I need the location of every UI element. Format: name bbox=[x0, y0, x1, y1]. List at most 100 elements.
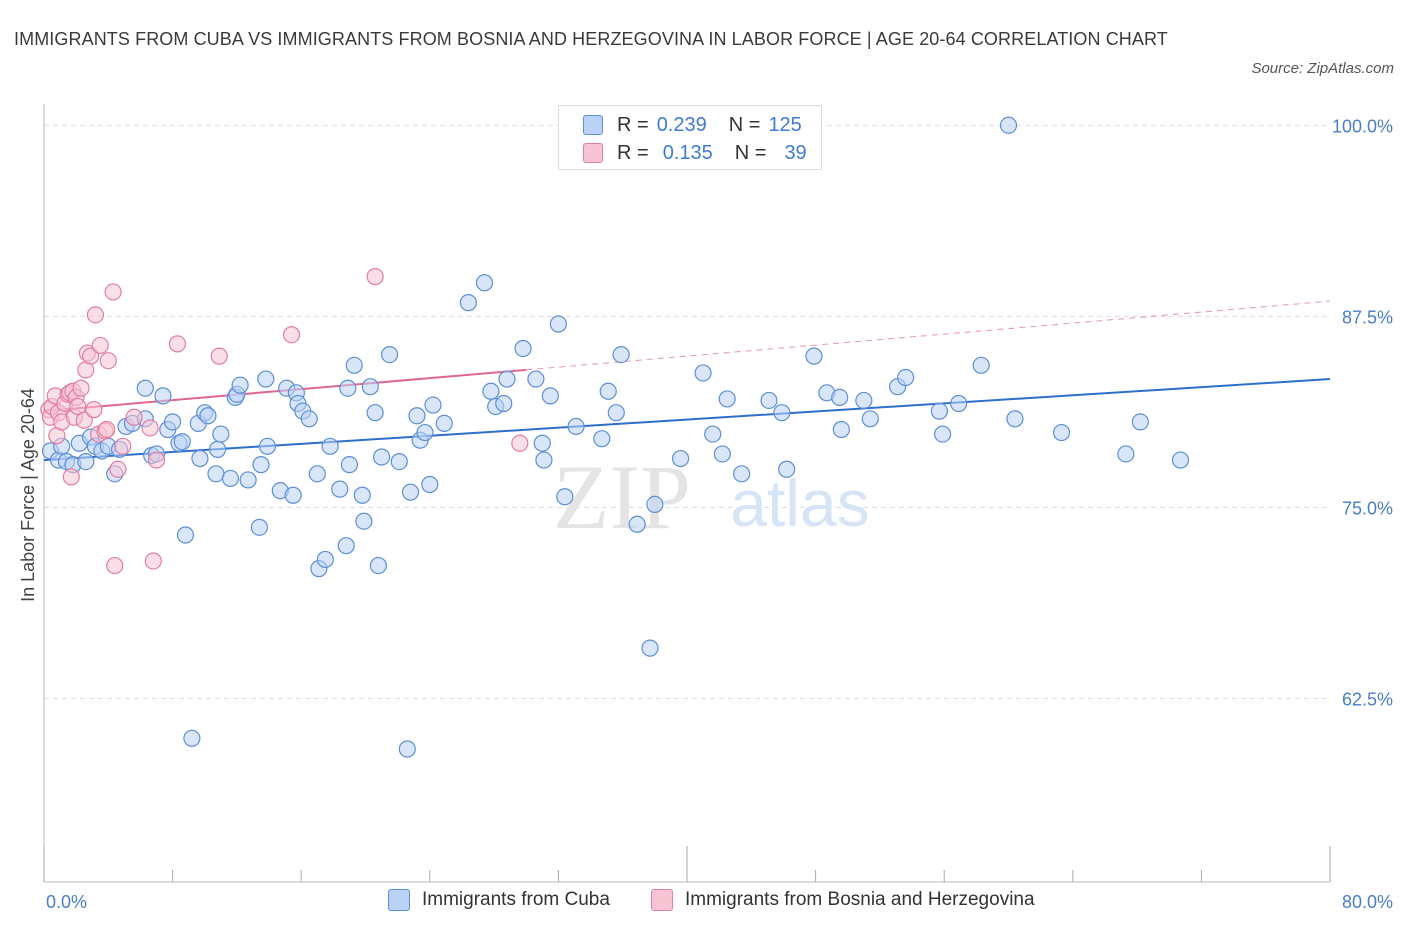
data-point-cuba bbox=[164, 413, 182, 431]
legend-n-label: N = bbox=[728, 113, 761, 136]
data-point-bosnia bbox=[69, 397, 87, 416]
data-point-cuba bbox=[533, 434, 551, 452]
series-legend: Immigrants from Cuba Immigrants from Bos… bbox=[0, 889, 1406, 915]
data-point-bosnia bbox=[168, 335, 187, 353]
data-point-bosnia bbox=[75, 411, 93, 429]
y-axis-label: In Labor Force | Age 20-64 bbox=[18, 388, 38, 602]
data-point-cuba bbox=[361, 378, 379, 396]
data-point-cuba bbox=[972, 356, 990, 374]
data-point-cuba bbox=[250, 518, 269, 536]
tick-labels: 62.5% 75.0% 87.5% 100.0% 0.0% 80.0% bbox=[46, 116, 1393, 912]
data-point-cuba bbox=[154, 387, 172, 405]
data-point-cuba bbox=[340, 456, 359, 474]
legend-swatch-bosnia bbox=[651, 889, 673, 911]
data-point-bosnia bbox=[82, 347, 100, 365]
data-point-cuba bbox=[671, 449, 690, 468]
legend-item-cuba[interactable]: Immigrants from Cuba bbox=[388, 889, 610, 911]
legend-n-label: N = bbox=[734, 141, 767, 164]
watermark-atlas: atlas bbox=[730, 466, 869, 540]
data-point-bosnia bbox=[366, 268, 384, 286]
data-point-cuba bbox=[760, 391, 778, 410]
data-point-cuba bbox=[183, 729, 201, 747]
data-point-cuba bbox=[950, 394, 968, 413]
x-tick-label: 0.0% bbox=[46, 892, 87, 912]
data-point-cuba bbox=[1131, 413, 1149, 431]
data-point-cuba bbox=[832, 420, 850, 439]
legend-swatch-cuba bbox=[583, 115, 603, 135]
data-point-bosnia bbox=[147, 451, 166, 469]
data-point-cuba bbox=[321, 437, 339, 455]
data-point-cuba bbox=[1117, 445, 1135, 463]
data-point-cuba bbox=[628, 515, 646, 533]
data-point-cuba bbox=[514, 339, 532, 358]
data-point-cuba bbox=[475, 274, 494, 292]
data-point-cuba bbox=[209, 440, 227, 458]
data-point-cuba bbox=[372, 448, 391, 466]
stats-legend: R = 0.239 N = 125 R = 0.135 N = 39 bbox=[558, 105, 822, 170]
data-point-cuba bbox=[199, 407, 217, 425]
data-point-cuba bbox=[593, 430, 611, 448]
data-point-bosnia bbox=[72, 379, 90, 397]
data-point-cuba bbox=[366, 404, 384, 422]
data-point-cuba bbox=[308, 465, 326, 483]
data-point-cuba bbox=[718, 390, 736, 408]
data-point-cuba bbox=[612, 345, 630, 364]
data-point-cuba bbox=[136, 379, 154, 397]
data-point-cuba bbox=[435, 414, 453, 432]
data-point-cuba bbox=[369, 556, 387, 575]
data-point-cuba bbox=[421, 475, 439, 494]
data-point-cuba bbox=[176, 526, 195, 544]
data-point-cuba bbox=[207, 465, 225, 483]
data-point-cuba bbox=[173, 433, 191, 451]
y-tick-label: 87.5% bbox=[1342, 307, 1393, 327]
series-bosnia-points bbox=[40, 268, 529, 575]
data-point-cuba bbox=[495, 394, 513, 413]
y-tick-label: 75.0% bbox=[1342, 498, 1393, 518]
data-point-cuba bbox=[541, 387, 559, 405]
data-point-cuba bbox=[316, 550, 334, 569]
data-point-cuba bbox=[353, 486, 371, 504]
data-point-cuba bbox=[355, 512, 373, 530]
data-point-cuba bbox=[861, 410, 879, 428]
data-point-cuba bbox=[459, 294, 477, 312]
data-point-cuba bbox=[345, 356, 363, 374]
data-point-cuba bbox=[252, 456, 270, 474]
data-point-cuba bbox=[805, 347, 823, 365]
data-point-cuba bbox=[498, 370, 516, 388]
data-point-bosnia bbox=[91, 336, 109, 355]
data-point-cuba bbox=[535, 451, 553, 469]
chart-title: IMMIGRANTS FROM CUBA VS IMMIGRANTS FROM … bbox=[14, 29, 1168, 49]
data-point-cuba bbox=[212, 425, 230, 443]
legend-label-bosnia: Immigrants from Bosnia and Herzegovina bbox=[685, 889, 1035, 910]
data-point-cuba bbox=[77, 453, 95, 471]
data-point-cuba bbox=[191, 449, 209, 468]
legend-r-label: R = bbox=[617, 141, 649, 164]
legend-item-bosnia[interactable]: Immigrants from Bosnia and Herzegovina bbox=[651, 889, 1035, 911]
data-point-cuba bbox=[567, 417, 585, 436]
data-point-cuba bbox=[607, 404, 625, 422]
grid-lines bbox=[44, 124, 1330, 700]
watermark: ZIP atlas bbox=[553, 446, 870, 548]
series-cuba-points bbox=[41, 116, 1190, 758]
data-point-cuba bbox=[897, 368, 915, 387]
data-point-cuba bbox=[408, 407, 426, 425]
data-point-bosnia bbox=[99, 352, 117, 370]
watermark-zip: ZIP bbox=[553, 446, 691, 548]
data-point-cuba bbox=[284, 486, 302, 504]
source-label: Source: ZipAtlas.com bbox=[1251, 60, 1394, 77]
data-point-bosnia bbox=[104, 283, 122, 301]
trend-line-bosnia-extension bbox=[526, 300, 1331, 371]
data-point-cuba bbox=[549, 315, 568, 333]
data-point-cuba bbox=[556, 488, 574, 506]
data-point-cuba bbox=[831, 388, 849, 406]
legend-r-value-cuba: 0.239 bbox=[656, 113, 707, 136]
legend-n-value-bosnia: 39 bbox=[784, 141, 807, 164]
legend-swatch-cuba bbox=[388, 889, 410, 911]
legend-r-value-bosnia: 0.135 bbox=[662, 141, 713, 164]
data-point-bosnia bbox=[210, 347, 228, 365]
data-point-cuba bbox=[599, 382, 617, 400]
data-point-cuba bbox=[337, 537, 355, 555]
data-point-cuba bbox=[694, 364, 712, 382]
data-point-cuba bbox=[300, 410, 318, 428]
